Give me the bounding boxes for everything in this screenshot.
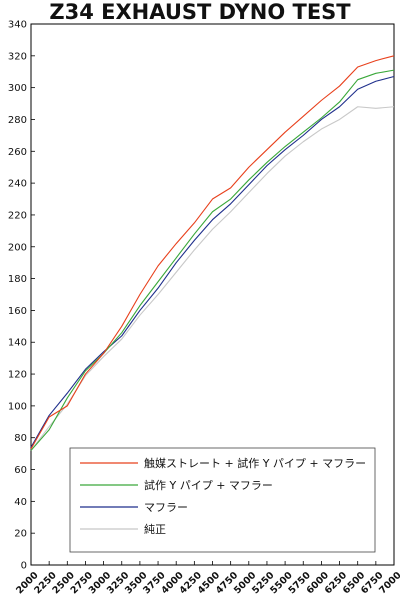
series-line-1 bbox=[30, 55, 395, 450]
y-tick-label: 320 bbox=[8, 51, 27, 62]
y-tick-label: 240 bbox=[8, 179, 27, 190]
y-tick-label: 20 bbox=[14, 529, 27, 540]
legend-box bbox=[69, 447, 376, 553]
y-tick-label: 160 bbox=[8, 306, 27, 317]
y-tick-label: 220 bbox=[8, 210, 27, 221]
y-tick-label: 280 bbox=[8, 115, 27, 126]
legend-label-4: 純正 bbox=[144, 523, 166, 536]
y-tick-label: 340 bbox=[8, 20, 27, 31]
y-tick-label: 60 bbox=[14, 465, 27, 476]
y-tick-label: 120 bbox=[8, 370, 27, 381]
chart-title: Z34 EXHAUST DYNO TEST bbox=[49, 0, 351, 24]
y-tick-label: 200 bbox=[8, 242, 27, 253]
series-line-2 bbox=[30, 69, 395, 451]
x-axis: 2000225025002750300032503500375040004250… bbox=[14, 561, 400, 596]
y-tick-label: 0 bbox=[21, 561, 27, 572]
y-axis: 0 20 40 60 80 100 120 140 160 180 200 220 240 260 280 3… bbox=[8, 20, 35, 572]
legend-label-2: 試作 Y パイプ + マフラー bbox=[144, 478, 273, 492]
y-tick-label: 100 bbox=[8, 401, 27, 412]
y-tick-label: 300 bbox=[8, 83, 27, 94]
y-tick-label: 180 bbox=[8, 274, 27, 285]
y-tick-label: 260 bbox=[8, 147, 27, 158]
y-tick-label: 40 bbox=[14, 497, 27, 508]
series-line-3 bbox=[30, 75, 395, 448]
legend-label-3: マフラー bbox=[144, 501, 188, 514]
y-tick-label: 140 bbox=[8, 338, 27, 349]
legend-label-1: 触媒ストレート + 試作 Y パイプ + マフラー bbox=[144, 456, 366, 470]
series-lines bbox=[30, 55, 395, 451]
series-line-4 bbox=[30, 106, 395, 451]
y-tick-label: 80 bbox=[14, 433, 27, 444]
